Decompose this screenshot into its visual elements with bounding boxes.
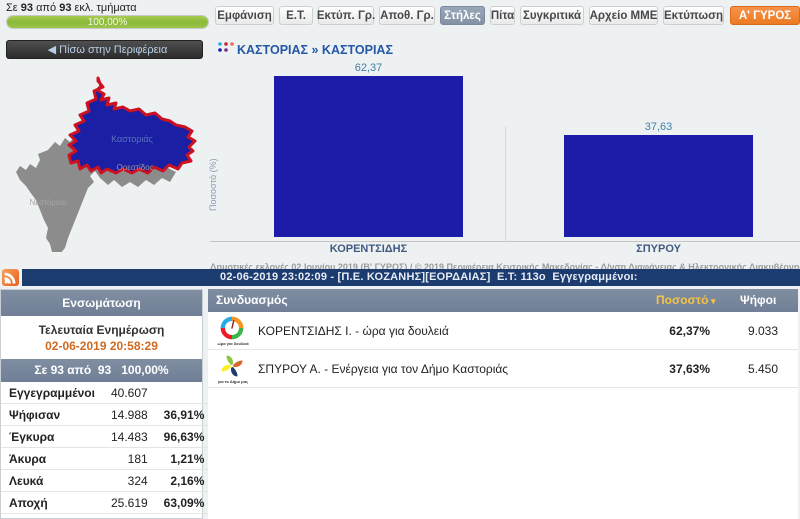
svg-text:Νεστόριου: Νεστόριου [29, 198, 66, 207]
svg-text:Καστοριάς: Καστοριάς [111, 134, 153, 144]
svg-text:Ορεστίδος: Ορεστίδος [117, 163, 154, 172]
